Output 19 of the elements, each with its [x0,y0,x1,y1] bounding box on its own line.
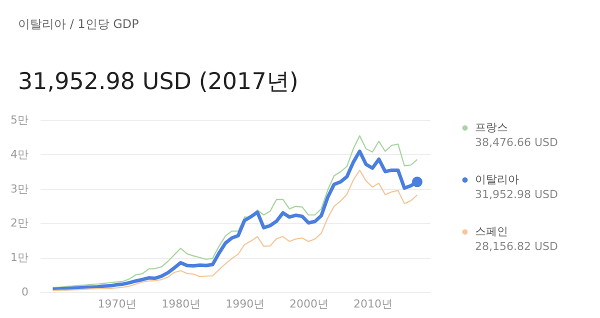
y-tick-label: 3만 [10,182,28,196]
legend-label: 스페인 [475,225,508,238]
x-tick-label: 1970년 [98,298,137,310]
y-tick-label: 2만 [10,216,28,230]
y-tick-label: 1만 [10,251,28,264]
legend-label: 프랑스 [475,121,508,134]
y-tick-label: 0 [22,286,28,298]
text: 31,952.98 USD [475,188,558,201]
x-tick-label: 2010년 [353,298,392,310]
x-tick-label: 1990년 [226,298,265,310]
text: 28,156.82 USD [475,240,558,253]
y-tick-label: 4만 [10,148,28,161]
chart-subtitle: 이탈리아 / 1인당 GDP [18,17,139,31]
x-tick-label: 2000년 [290,298,329,310]
text: 38,476.66 USD [475,136,558,149]
legend-label: 이탈리아 [475,173,519,186]
chart-title: 31,952.98 USD (2017년) [18,69,298,95]
y-tick-label: 5만 [10,114,28,126]
x-tick-label: 1980년 [162,298,201,310]
